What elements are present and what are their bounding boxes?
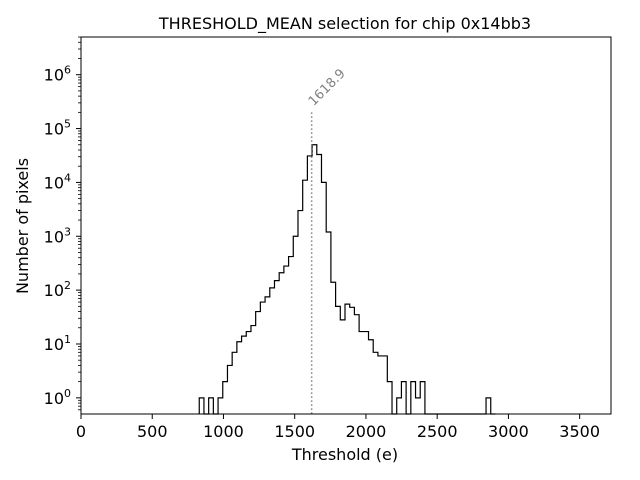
y-tick-label: 104 <box>44 171 71 192</box>
x-tick-label: 500 <box>137 422 168 441</box>
y-axis: 100 101 102 103 104 105 106 <box>44 36 81 411</box>
x-axis: 0 500 1000 1500 2000 2500 3000 3500 <box>76 414 600 441</box>
chart-title: THRESHOLD_MEAN selection for chip 0x14bb… <box>158 14 531 34</box>
y-tick-label: 101 <box>44 333 71 354</box>
x-tick-label: 2500 <box>417 422 458 441</box>
y-tick-label: 105 <box>44 118 71 139</box>
x-tick-label: 1500 <box>274 422 315 441</box>
x-axis-label: Threshold (e) <box>291 445 398 464</box>
plot-area: 1618.9 <box>198 66 496 415</box>
x-tick-label: 1000 <box>203 422 244 441</box>
y-axis-label: Number of pixels <box>13 158 32 294</box>
x-tick-label: 3000 <box>488 422 529 441</box>
y-tick-label: 106 <box>44 64 71 85</box>
x-tick-label: 2000 <box>346 422 387 441</box>
x-tick-label: 3500 <box>559 422 600 441</box>
y-tick-label: 100 <box>44 387 71 408</box>
selection-line-label: 1618.9 <box>306 66 349 109</box>
plot-frame <box>80 36 612 415</box>
y-tick-label: 102 <box>44 279 71 300</box>
x-tick-label: 0 <box>76 422 86 441</box>
y-tick-label: 103 <box>44 225 71 246</box>
histogram-series <box>198 144 496 415</box>
